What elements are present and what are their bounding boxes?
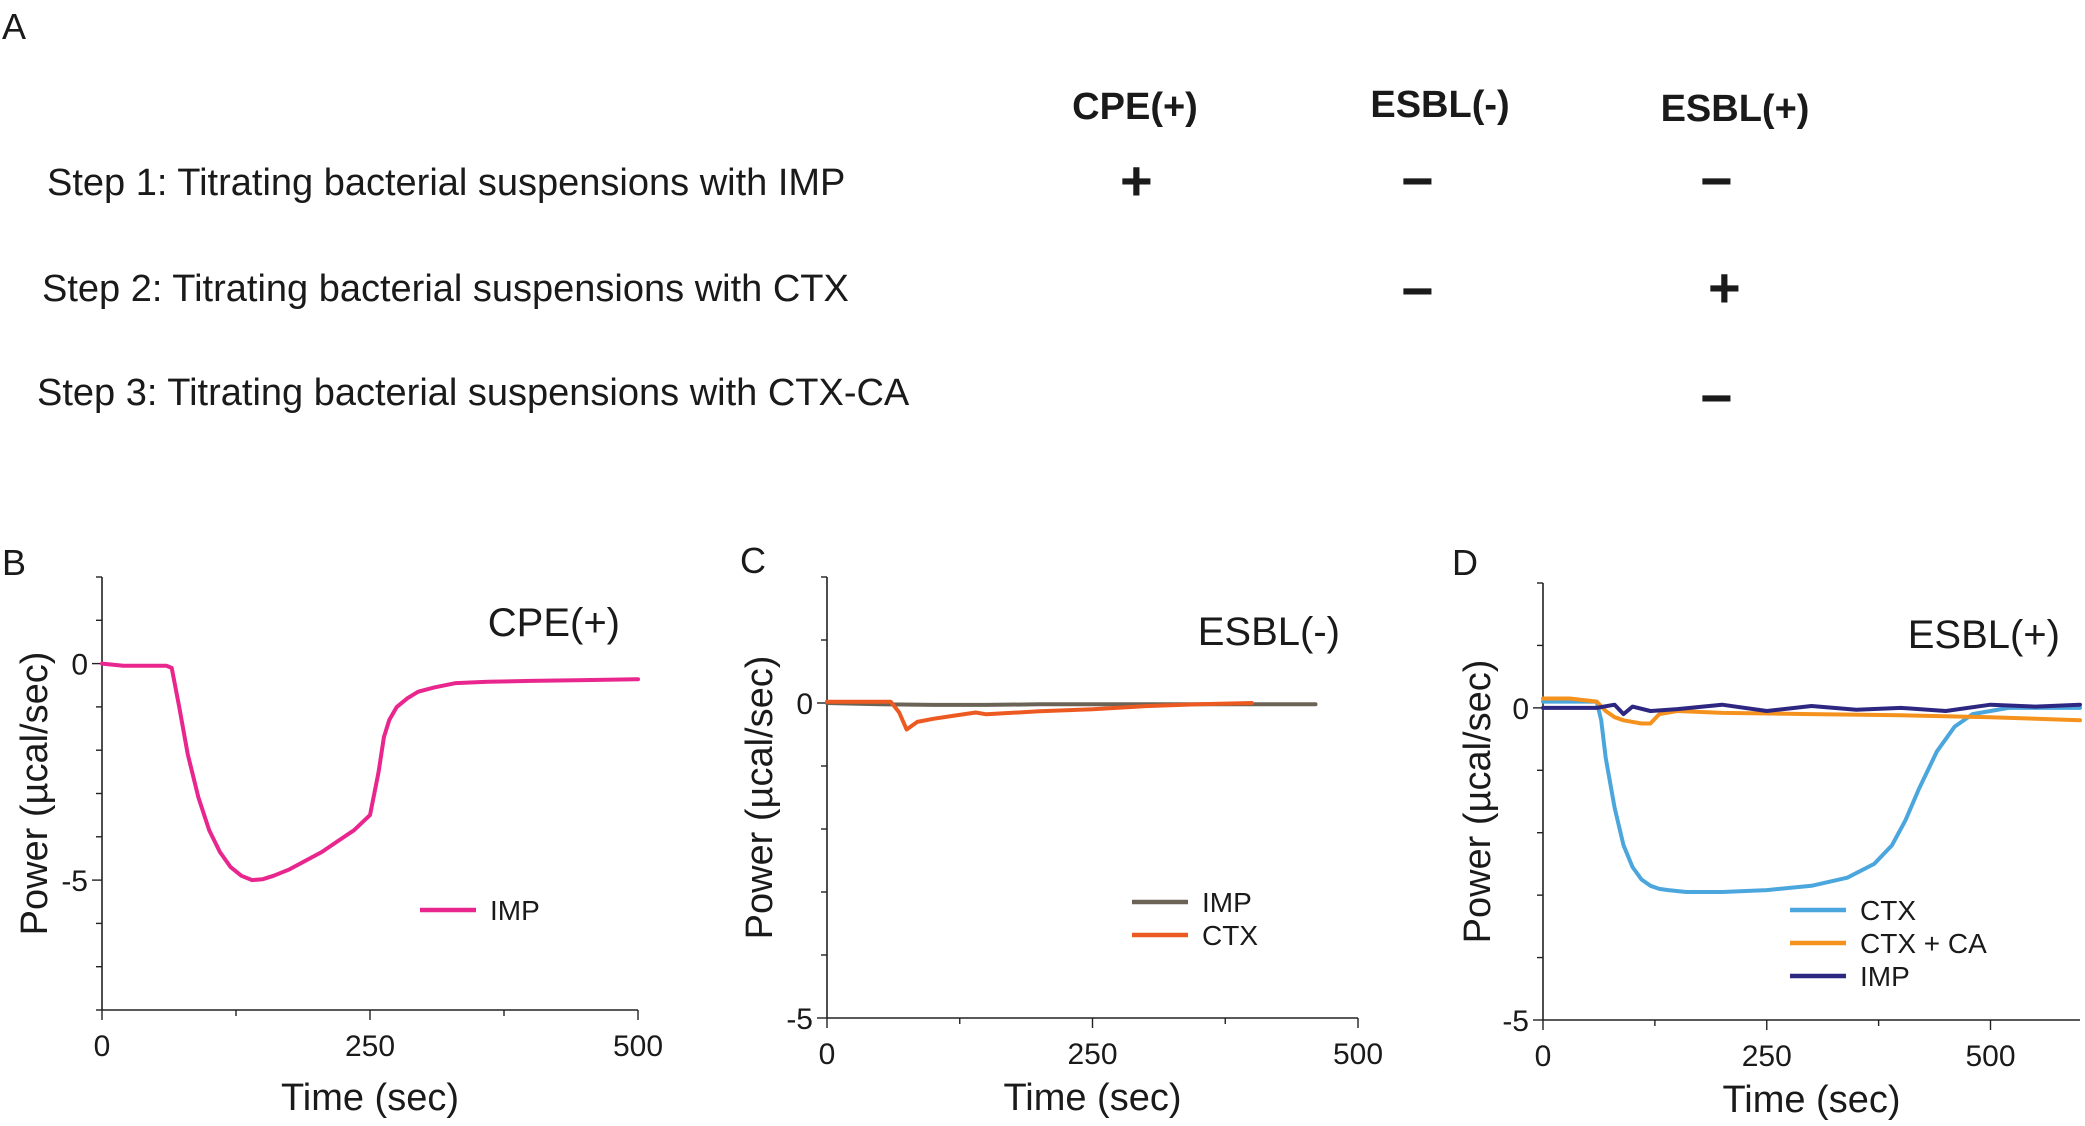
panel-d-legend-label: CTX	[1860, 895, 1916, 926]
panel-d-x-tick-label: 500	[1965, 1040, 2015, 1073]
step-2-esbl-negative-sign: −	[1401, 259, 1434, 322]
step-3-label: Step 3: Titrating bacterial suspensions …	[37, 372, 910, 414]
panel-d-x-tick-label: 0	[1535, 1040, 1552, 1073]
panel-b-title: CPE(+)	[488, 601, 620, 645]
panel-d-series-ctx-line	[1541, 699, 2082, 894]
panel-d-series-imp-line	[1541, 702, 2082, 717]
step-1-esbl-negative-sign: −	[1401, 149, 1434, 212]
panel-c-x-tick-label: 250	[1067, 1038, 1117, 1071]
panel-label-a: A	[2, 6, 27, 47]
panel-b-x-axis-label: Time (sec)	[281, 1077, 459, 1119]
step-2-label: Step 2: Titrating bacterial suspensions …	[42, 268, 849, 310]
panel-b-y-axis-label: Power (µcal/sec)	[14, 652, 56, 936]
panel-c-y-axis-label: Power (µcal/sec)	[739, 656, 781, 940]
step-3-esbl-positive-sign: −	[1700, 366, 1733, 429]
panel-b-y-tick-label: -5	[61, 865, 88, 898]
panel-d-series-ctx-ca-line	[1541, 696, 2082, 726]
panel-c-x-tick-label: 0	[819, 1038, 836, 1071]
panel-d-y-axis-label: Power (µcal/sec)	[1457, 660, 1499, 944]
panel-c-y-tick-label: -5	[786, 1003, 813, 1036]
panel-b-series-imp-line	[100, 661, 640, 883]
step-2-esbl-positive-sign: +	[1708, 256, 1741, 319]
panel-b-x-tick-label: 500	[613, 1030, 663, 1063]
panel-c-legend-label: CTX	[1202, 920, 1258, 951]
panel-c-legend-label: IMP	[1202, 887, 1252, 918]
panel-b-legend-label: IMP	[490, 895, 540, 926]
panel-d-y-tick-label: 0	[1512, 693, 1529, 726]
step-1-esbl-positive-sign: −	[1700, 149, 1733, 212]
panel-d-legend-label: IMP	[1860, 961, 1910, 992]
panel-c-title: ESBL(-)	[1198, 610, 1340, 654]
panel-label-b: B	[2, 542, 27, 583]
panel-b-y-tick-label: 0	[71, 649, 88, 682]
column-header-esbl-negative: ESBL(-)	[1370, 84, 1510, 126]
panel-c-x-axis-label: Time (sec)	[1003, 1077, 1181, 1119]
panel-label-d: D	[1452, 542, 1478, 583]
step-1-cpe-sign: +	[1120, 149, 1153, 212]
panel-d-x-axis-label: Time (sec)	[1722, 1079, 1900, 1121]
panel-label-c: C	[740, 540, 766, 581]
column-header-cpe-positive: CPE(+)	[1072, 86, 1198, 128]
panel-c-x-tick-label: 500	[1333, 1038, 1383, 1071]
panel-d-x-tick-label: 250	[1742, 1040, 1792, 1073]
panel-d-legend-label: CTX + CA	[1860, 928, 1987, 959]
panel-b-x-tick-label: 0	[94, 1030, 111, 1063]
panel-d-title: ESBL(+)	[1908, 613, 2060, 657]
panel-c-series-ctx-line	[825, 699, 1254, 732]
panel-c-y-tick-label: 0	[796, 688, 813, 721]
panel-b-x-tick-label: 250	[345, 1030, 395, 1063]
column-header-esbl-positive: ESBL(+)	[1660, 88, 1810, 130]
panel-d-y-tick-label: -5	[1502, 1005, 1529, 1038]
step-1-label: Step 1: Titrating bacterial suspensions …	[47, 162, 846, 204]
